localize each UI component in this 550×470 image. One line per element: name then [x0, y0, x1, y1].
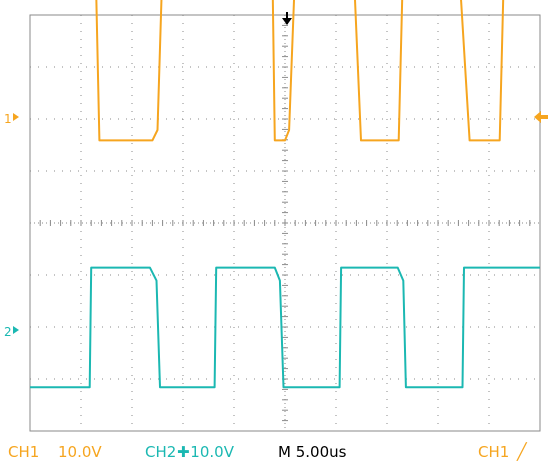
arrow-left-icon[interactable] [534, 111, 548, 123]
ch2-label: CH2 [145, 443, 177, 461]
waveform-traces [30, 0, 540, 389]
channel-markers: 1 2 [4, 12, 548, 339]
ch1-ground-arrow-icon [13, 113, 19, 121]
ch2-status: CH2✚10.0V [145, 437, 234, 467]
ch2-ground-arrow-icon [13, 326, 19, 334]
ch2-ground-marker: 2 [4, 325, 12, 339]
ch1-ground-marker: 1 [4, 112, 12, 126]
ch2-volts-per-div: 10.0V [190, 443, 234, 461]
ch2-trace [30, 266, 540, 389]
ch1-volts-per-div: 10.0V [58, 443, 102, 461]
ch1-trace [95, 0, 505, 142]
graticule-grid [29, 14, 541, 432]
trigger-source: CH1 [478, 443, 510, 461]
arrow-down-icon[interactable] [282, 12, 292, 25]
ch1-label: CH1 [8, 443, 40, 461]
timebase-readout: M 5.00us [278, 443, 347, 461]
ground-arrow-icon: ✚ [177, 443, 190, 461]
rising-edge-icon: ╱ [517, 442, 527, 461]
